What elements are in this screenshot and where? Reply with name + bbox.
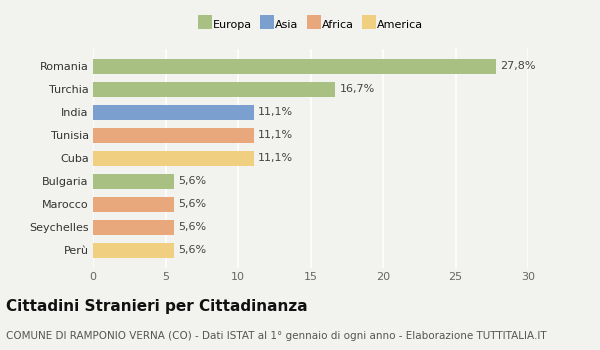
Text: 5,6%: 5,6% <box>179 245 206 256</box>
Text: 11,1%: 11,1% <box>259 131 293 140</box>
Text: Cittadini Stranieri per Cittadinanza: Cittadini Stranieri per Cittadinanza <box>6 299 308 314</box>
Bar <box>93 243 174 258</box>
Bar <box>93 197 174 212</box>
Text: 5,6%: 5,6% <box>179 176 206 186</box>
Text: 27,8%: 27,8% <box>500 61 536 71</box>
Legend: Europa, Asia, Africa, America: Europa, Asia, Africa, America <box>196 18 425 32</box>
Text: 11,1%: 11,1% <box>259 107 293 117</box>
Bar <box>93 220 174 235</box>
Text: 11,1%: 11,1% <box>259 153 293 163</box>
Bar <box>93 105 254 120</box>
Text: 16,7%: 16,7% <box>340 84 375 94</box>
Text: 5,6%: 5,6% <box>179 222 206 232</box>
Text: 5,6%: 5,6% <box>179 199 206 209</box>
Bar <box>93 174 174 189</box>
Bar <box>93 59 496 74</box>
Bar <box>93 151 254 166</box>
Text: COMUNE DI RAMPONIO VERNA (CO) - Dati ISTAT al 1° gennaio di ogni anno - Elaboraz: COMUNE DI RAMPONIO VERNA (CO) - Dati IST… <box>6 331 547 341</box>
Bar <box>93 82 335 97</box>
Bar <box>93 128 254 143</box>
